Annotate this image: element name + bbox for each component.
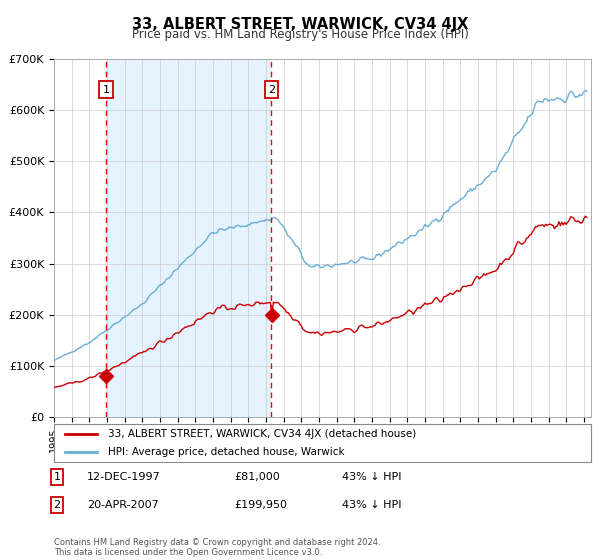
Text: 20-APR-2007: 20-APR-2007 xyxy=(87,500,159,510)
Text: HPI: Average price, detached house, Warwick: HPI: Average price, detached house, Warw… xyxy=(108,447,344,457)
Text: 12-DEC-1997: 12-DEC-1997 xyxy=(87,472,161,482)
Text: Contains HM Land Registry data © Crown copyright and database right 2024.
This d: Contains HM Land Registry data © Crown c… xyxy=(54,538,380,557)
Text: 43% ↓ HPI: 43% ↓ HPI xyxy=(342,472,401,482)
Text: 1: 1 xyxy=(53,472,61,482)
Text: £81,000: £81,000 xyxy=(234,472,280,482)
Text: 33, ALBERT STREET, WARWICK, CV34 4JX: 33, ALBERT STREET, WARWICK, CV34 4JX xyxy=(132,17,468,32)
Bar xyxy=(106,59,271,417)
Text: 43% ↓ HPI: 43% ↓ HPI xyxy=(342,500,401,510)
Text: 2: 2 xyxy=(268,85,275,95)
Text: £199,950: £199,950 xyxy=(234,500,287,510)
Text: Price paid vs. HM Land Registry's House Price Index (HPI): Price paid vs. HM Land Registry's House … xyxy=(131,28,469,41)
Text: 2: 2 xyxy=(53,500,61,510)
Text: 33, ALBERT STREET, WARWICK, CV34 4JX (detached house): 33, ALBERT STREET, WARWICK, CV34 4JX (de… xyxy=(108,429,416,439)
Text: 1: 1 xyxy=(103,85,110,95)
